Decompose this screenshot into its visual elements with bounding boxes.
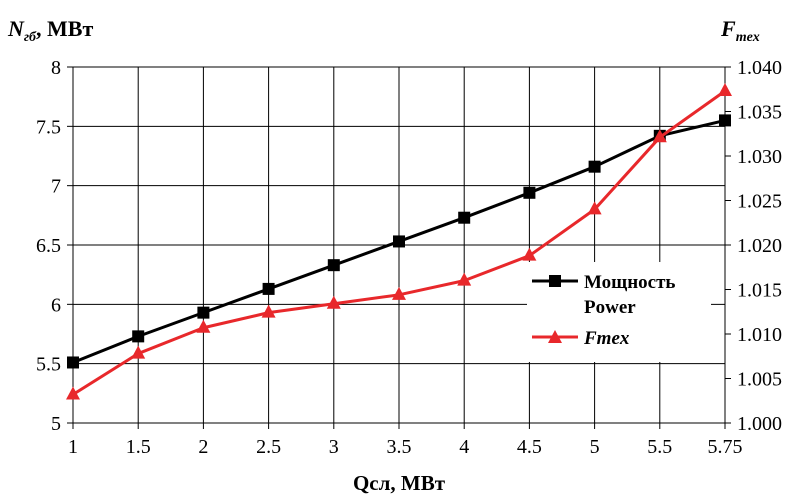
data-point-power [197, 306, 210, 319]
y-axis-right-title: Fmex [720, 16, 760, 45]
x-tick-label: 3 [329, 436, 339, 458]
x-tick-label: 5 [590, 436, 600, 458]
y-right-tick-label: 1.035 [737, 102, 782, 124]
y-left-tick-label: 6 [51, 294, 61, 316]
y-right-tick-label: 1.015 [737, 280, 782, 302]
data-point-power [458, 211, 471, 224]
y-right-tick-label: 1.000 [737, 413, 782, 435]
data-point-fmex [196, 319, 211, 333]
y-right-tick-label: 1.030 [737, 146, 782, 168]
data-point-power [719, 114, 731, 127]
y-left-tick-label: 7 [51, 176, 61, 198]
legend-marker-fmex [548, 330, 562, 343]
data-point-fmex [522, 247, 537, 261]
data-point-power [327, 259, 340, 272]
data-point-power [132, 330, 145, 343]
y-left-tick-label: 6.5 [36, 235, 61, 257]
legend-marker-power [549, 275, 561, 287]
data-point-fmex [652, 129, 667, 143]
x-tick-label: 3.5 [387, 436, 412, 458]
x-axis-ticks: 1 1.5 2 2.5 3 3.5 4 4.5 5 5.5 5.75 [68, 423, 743, 458]
data-point-power [523, 186, 536, 199]
y-axis-left-ticks: 5 5.5 6 6.5 7 7.5 8 [36, 57, 73, 435]
x-tick-label: 1.5 [126, 436, 151, 458]
y-right-tick-label: 1.010 [737, 324, 782, 346]
data-point-fmex [261, 304, 276, 318]
y-right-tick-label: 1.025 [737, 191, 782, 213]
data-point-fmex [718, 83, 732, 97]
x-tick-label: 5.5 [647, 436, 672, 458]
x-tick-label: 2.5 [256, 436, 281, 458]
data-point-fmex [587, 201, 602, 215]
y-left-tick-label: 7.5 [36, 116, 61, 138]
data-point-power [67, 356, 79, 369]
y-axis-left-title: Nгб, МВт [7, 16, 93, 45]
data-point-fmex [326, 295, 341, 309]
y-axis-right-ticks: 1.000 1.005 1.010 1.015 1.020 1.025 1.030 1.035… [725, 57, 782, 435]
x-tick-label: 4.5 [517, 436, 542, 458]
data-point-fmex [131, 345, 146, 359]
data-point-fmex [457, 272, 472, 286]
legend-label-power-line2: Power [584, 297, 636, 318]
data-point-fmex [66, 386, 80, 400]
y-right-tick-label: 1.040 [737, 57, 782, 79]
data-point-power [588, 160, 601, 173]
y-left-tick-label: 5.5 [36, 354, 61, 376]
data-point-fmex [392, 286, 406, 300]
x-axis-title: Qсл, МВт [353, 471, 446, 495]
x-tick-label: 5.75 [708, 436, 743, 458]
legend-label-fmex: Fmex [583, 328, 630, 349]
y-left-tick-label: 5 [51, 413, 61, 435]
series-layer [66, 83, 732, 400]
y-right-tick-label: 1.020 [737, 235, 782, 257]
x-tick-label: 4 [459, 436, 469, 458]
data-point-power [262, 282, 275, 295]
y-left-tick-label: 8 [51, 57, 61, 79]
data-point-power [393, 235, 405, 248]
legend-label-power: Мощность [584, 272, 675, 293]
x-tick-label: 1 [68, 436, 78, 458]
x-tick-label: 2 [198, 436, 208, 458]
y-right-tick-label: 1.005 [737, 369, 782, 391]
legend: Мощность Power Fmex [527, 262, 711, 362]
